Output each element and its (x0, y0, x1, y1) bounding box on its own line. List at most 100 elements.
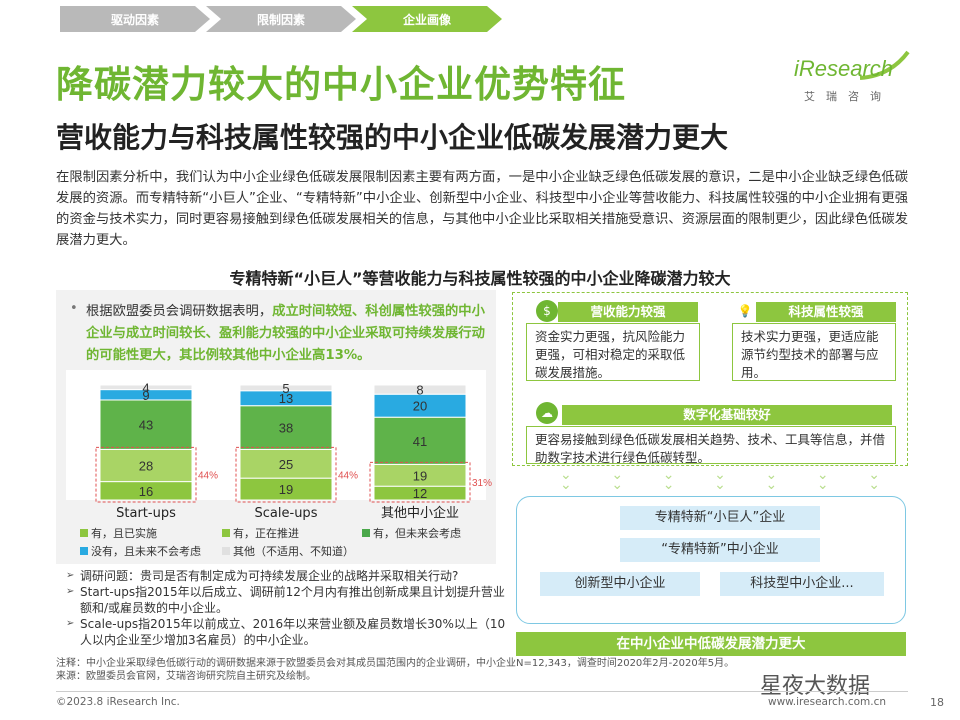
conclusion-bar: 在中小企业中低碳发展潜力更大 (516, 632, 906, 656)
bracket-label: 44% (338, 471, 358, 482)
bar-value-label: 43 (139, 418, 153, 433)
legend-label-3: 有，但未来会考虑 (373, 527, 461, 540)
bar-value-label: 20 (413, 399, 427, 414)
bullet-highlight: 成立时间较短、科创属性较强的中小企业与成立时间较长、盈利能力较强的中小企业采取可… (86, 304, 485, 363)
chevron-down-icon: ⌄ ⌄ (868, 467, 880, 493)
site-url[interactable]: www.iresearch.com.cn (768, 696, 887, 708)
legend-swatch-2 (222, 529, 230, 537)
page-subtitle: 营收能力与科技属性较强的中小企业低碳发展潜力更大 (56, 121, 729, 154)
card-digital-title: 数字化基础较好 (562, 405, 892, 425)
logo-cn: 艾瑞咨询 (804, 90, 892, 103)
card-tech-title: 科技属性较强 (756, 302, 896, 322)
bar-value-label: 19 (279, 482, 293, 497)
legend-label-5: 其他（不适用、不知道） (233, 545, 354, 558)
box-little-giant: 专精特新“小巨人”企业 (620, 506, 820, 530)
note-question: 调研问题：贵司是否有制定成为可持续发展企业的战略并采取相关行动? (66, 568, 506, 584)
legend-label-4: 没有，且未来不会考虑 (91, 545, 201, 558)
note-startups: Start-ups指2015年以后成立、调研前12个月内有推出创新成果且计划提升… (66, 584, 506, 616)
chevron-down-icon: ⌄ ⌄ (714, 467, 726, 493)
legend-swatch-4 (80, 547, 88, 555)
legend-item-5: 其他（不适用、不知道） (222, 543, 354, 559)
bar-value-label: 8 (416, 383, 423, 398)
card-digital-body: 更容易接触到绿色低碳发展相关趋势、技术、工具等信息，并借助数字技术进行绿色低碳转… (526, 426, 896, 465)
page-number: 18 (930, 696, 944, 709)
note-scaleups: Scale-ups指2015年以前成立、2016年以来营业额及雇员数增长30%以… (66, 616, 506, 648)
bar-segment (99, 384, 193, 391)
chevron-down-icon: ⌄ ⌄ (816, 467, 829, 493)
notes: 调研问题：贵司是否有制定成为可持续发展企业的战略并采取相关行动? Start-u… (66, 568, 506, 648)
watermark: 星夜大数据 (760, 674, 871, 699)
card-tech-body: 技术实力更强，更适应能源节约型技术的部署与应用。 (732, 323, 896, 381)
bar-segment (99, 448, 193, 483)
footer-divider (56, 691, 908, 692)
legend-swatch-5 (222, 547, 230, 555)
bar-value-label: 5 (282, 381, 289, 396)
bar-value-label: 13 (279, 391, 293, 406)
section-nav: 驱动因素 限制因素 企业画像 (60, 6, 502, 32)
section-heading: 专精特新“小巨人”等营收能力与科技属性较强的中小企业降碳潜力较大 (229, 269, 731, 288)
footnote: 注释：中小企业采取绿色低碳行动的调研数据来源于欧盟委员会对其成员国范围内的企业调… (56, 657, 796, 683)
lightbulb-icon: 💡 (734, 300, 756, 322)
bar-segment (239, 384, 333, 392)
bar-segment (373, 416, 467, 465)
copyright: ©2023.8 iResearch Inc. (56, 696, 180, 708)
survey-bullet: 根据欧盟委员会调研数据表明，成立时间较短、科创属性较强的中小企业与成立时间较长、… (86, 301, 486, 367)
bar-value-label: 12 (413, 486, 427, 501)
page-title: 降碳潜力较大的中小企业优势特征 (56, 63, 626, 106)
bracket-outline (235, 446, 337, 503)
category-label: Scale-ups (255, 506, 318, 521)
bar-value-label: 9 (142, 388, 149, 403)
box-innovative: 创新型中小企业 (540, 572, 700, 596)
cloud-icon: ☁ (536, 402, 558, 424)
bar-value-label: 28 (139, 459, 153, 474)
footnote-note: 注释：中小企业采取绿色低碳行动的调研数据来源于欧盟委员会对其成员国范围内的企业调… (56, 658, 735, 669)
nav-tab-profile[interactable]: 企业画像 (352, 6, 502, 32)
bar-value-label: 38 (279, 421, 293, 436)
enterprise-types-box (516, 496, 906, 624)
legend-swatch-3 (362, 529, 370, 537)
box-specialized: “专精特新”中小企业 (620, 538, 820, 562)
legend-label-2: 有，正在推进 (233, 527, 299, 540)
legend-item-2: 有，正在推进 (222, 525, 299, 541)
logo-text: iResearch (794, 56, 894, 81)
category-label: 其他中小企业 (381, 505, 459, 521)
down-arrows: ⌄ ⌄ ⌄ ⌄ ⌄ ⌄ ⌄ ⌄ ⌄ ⌄ ⌄ ⌄ ⌄ ⌄ (560, 467, 880, 494)
chevron-down-icon: ⌄ ⌄ (560, 467, 572, 493)
iresearch-logo: iResearch 艾瑞咨询 (790, 48, 910, 108)
legend-item-1: 有，且已实施 (80, 525, 157, 541)
category-label: Start-ups (116, 506, 176, 521)
nav-tab-limits[interactable]: 限制因素 (206, 6, 356, 32)
dollar-icon: $ (536, 300, 558, 322)
bar-segment (373, 384, 467, 395)
right-panel (512, 292, 908, 466)
bar-value-label: 19 (413, 468, 427, 483)
bar-segment (239, 405, 333, 450)
box-tech: 科技型中小企业... (720, 572, 884, 596)
bar-segment (239, 448, 333, 479)
bracket-label: 31% (472, 478, 492, 489)
chevron-down-icon: ⌄ ⌄ (765, 467, 778, 493)
card-revenue-body: 资金实力更强，抗风险能力更强，可相对稳定的采取低碳发展措施。 (526, 323, 700, 381)
bar-segment (99, 399, 193, 450)
bracket-outline (95, 446, 197, 503)
legend-item-4: 没有，且未来不会考虑 (80, 543, 201, 559)
footnote-source: 来源：欧盟委员会官网，艾瑞咨询研究院自主研究及绘制。 (56, 671, 316, 682)
bar-value-label: 25 (279, 457, 293, 472)
bar-value-label: 16 (139, 484, 153, 499)
stacked-bar-chart: 16 28 43 94 44% Start-ups 19 25 38 135 44% Scale-up… (66, 370, 492, 521)
bullet-plain: 根据欧盟委员会调研数据表明， (86, 304, 273, 319)
card-revenue-title: 营收能力较强 (558, 302, 698, 322)
chevron-down-icon: ⌄ ⌄ (662, 467, 675, 493)
chevron-down-icon: ⌄ ⌄ (611, 467, 624, 493)
legend-swatch-1 (80, 529, 88, 537)
logo-swoosh-icon (859, 50, 910, 80)
nav-tab-drivers[interactable]: 驱动因素 (60, 6, 210, 32)
bullet-dot: • (70, 301, 78, 316)
legend-label-1: 有，且已实施 (91, 527, 157, 540)
bar-value-label: 41 (413, 434, 427, 449)
bracket-label: 44% (198, 471, 218, 482)
legend-item-3: 有，但未来会考虑 (362, 525, 461, 541)
intro-paragraph: 在限制因素分析中，我们认为中小企业绿色低碳发展限制因素主要有两方面，一是中小企业… (56, 170, 908, 248)
bar-value-label: 4 (142, 380, 149, 395)
bracket-outline (369, 461, 471, 503)
